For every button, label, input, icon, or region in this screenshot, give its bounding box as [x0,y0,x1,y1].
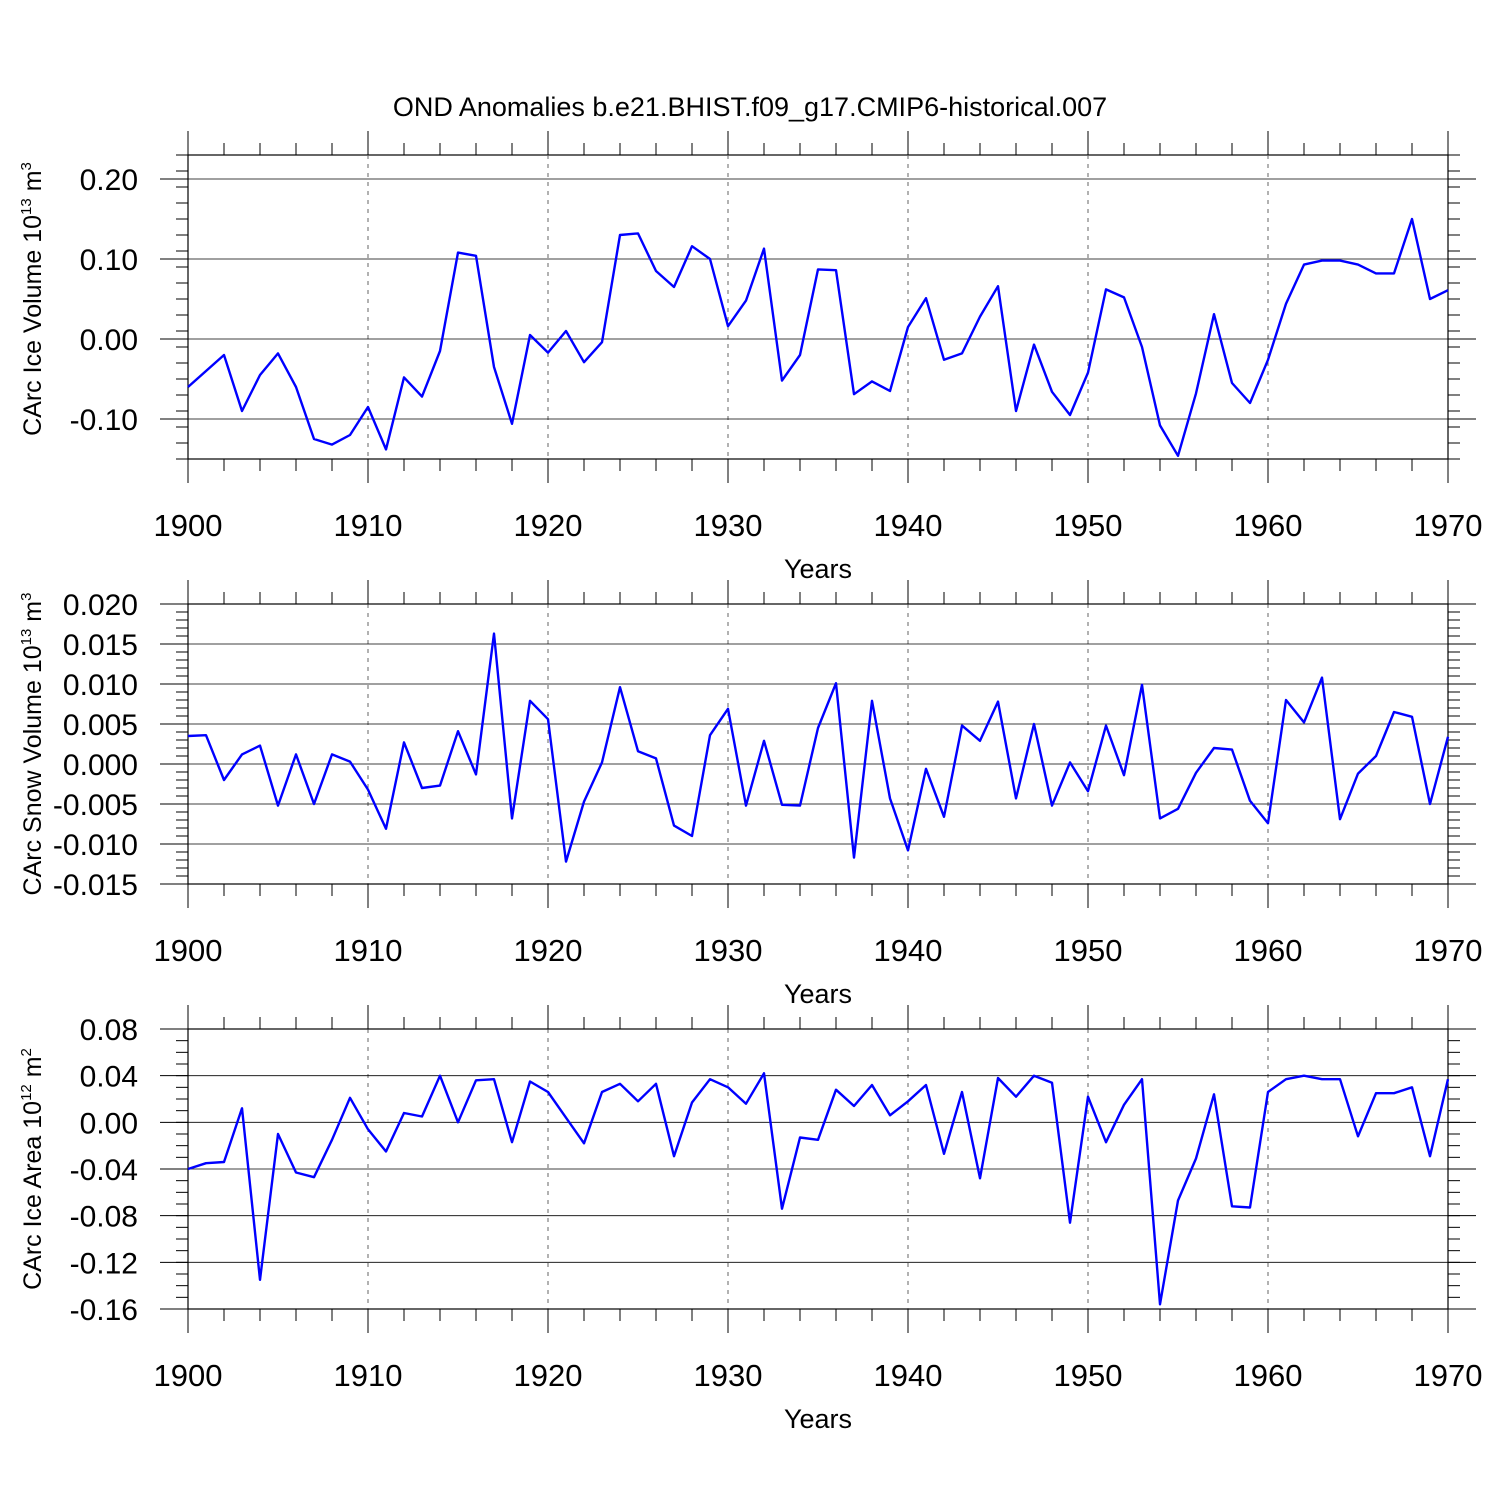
y-tick-label: 0.020 [63,589,138,622]
figure-title: OND Anomalies b.e21.BHIST.f09_g17.CMIP6-… [393,92,1107,122]
x-tick-label: 1900 [154,1358,223,1393]
y-tick-label: 0.00 [80,324,138,357]
x-tick-label: 1940 [874,508,943,543]
x-tick-label: 1910 [334,508,403,543]
panel-ice-volume: 0.20 0.10 0.00 -0.10 1900 1910 1920 1930 1940 195… [18,131,1482,584]
y-tick-label: -0.16 [70,1294,138,1327]
y-tick-label: 0.010 [63,669,138,702]
y-tick-label: -0.010 [53,829,138,862]
series-line-snow-volume [188,634,1448,862]
x-tick-label: 1920 [514,508,583,543]
x-tick-label: 1930 [694,508,763,543]
series-line-ice-area [188,1073,1448,1304]
x-tick-label: 1930 [694,1358,763,1393]
y-axis-label: CArc Snow Volume 1013 m3 [18,593,47,896]
x-tick-label: 1900 [154,508,223,543]
y-tick-label: -0.015 [53,869,138,902]
x-axis-label: Years [784,979,852,1009]
x-axis-label: Years [784,554,852,584]
x-tick-label: 1920 [514,1358,583,1393]
y-axis-label: CArc Ice Volume 1013 m3 [18,162,47,436]
y-tick-label: 0.015 [63,629,138,662]
y-axis-label: CArc Ice Area 1012 m2 [18,1048,47,1290]
x-tick-label: 1960 [1234,933,1303,968]
plot-frame [188,604,1448,884]
y-tick-label: -0.12 [70,1247,138,1280]
panel-snow-volume: 0.020 0.015 0.010 0.005 0.000 -0.005 -0.010 -0.… [18,580,1482,1009]
y-tick-label: 0.10 [80,244,138,277]
x-tick-label: 1960 [1234,1358,1303,1393]
x-tick-label: 1950 [1054,933,1123,968]
y-tick-label: -0.08 [70,1201,138,1234]
y-tick-label: -0.04 [70,1154,138,1187]
x-tick-label: 1930 [694,933,763,968]
y-tick-label: 0.000 [63,749,138,782]
y-tick-label: 0.005 [63,709,138,742]
x-tick-label: 1970 [1414,1358,1483,1393]
x-tick-label: 1970 [1414,933,1483,968]
series-line-ice-volume [188,219,1448,456]
x-tick-label: 1950 [1054,508,1123,543]
y-tick-label: 0.08 [80,1014,138,1047]
x-tick-label: 1940 [874,933,943,968]
x-tick-label: 1940 [874,1358,943,1393]
y-tick-label: 0.00 [80,1107,138,1140]
y-tick-label: -0.10 [70,404,138,437]
panel-ice-area: 0.08 0.04 0.00 -0.04 -0.08 -0.12 -0.16 1900 1910… [18,1005,1482,1434]
x-axis-label: Years [784,1404,852,1434]
x-tick-label: 1950 [1054,1358,1123,1393]
x-tick-label: 1910 [334,933,403,968]
y-tick-label: -0.005 [53,789,138,822]
plot-frame [188,155,1448,459]
x-tick-label: 1960 [1234,508,1303,543]
x-tick-label: 1970 [1414,508,1483,543]
x-tick-label: 1910 [334,1358,403,1393]
y-tick-label: 0.04 [80,1061,138,1094]
y-tick-label: 0.20 [80,164,138,197]
x-tick-label: 1920 [514,933,583,968]
x-tick-label: 1900 [154,933,223,968]
